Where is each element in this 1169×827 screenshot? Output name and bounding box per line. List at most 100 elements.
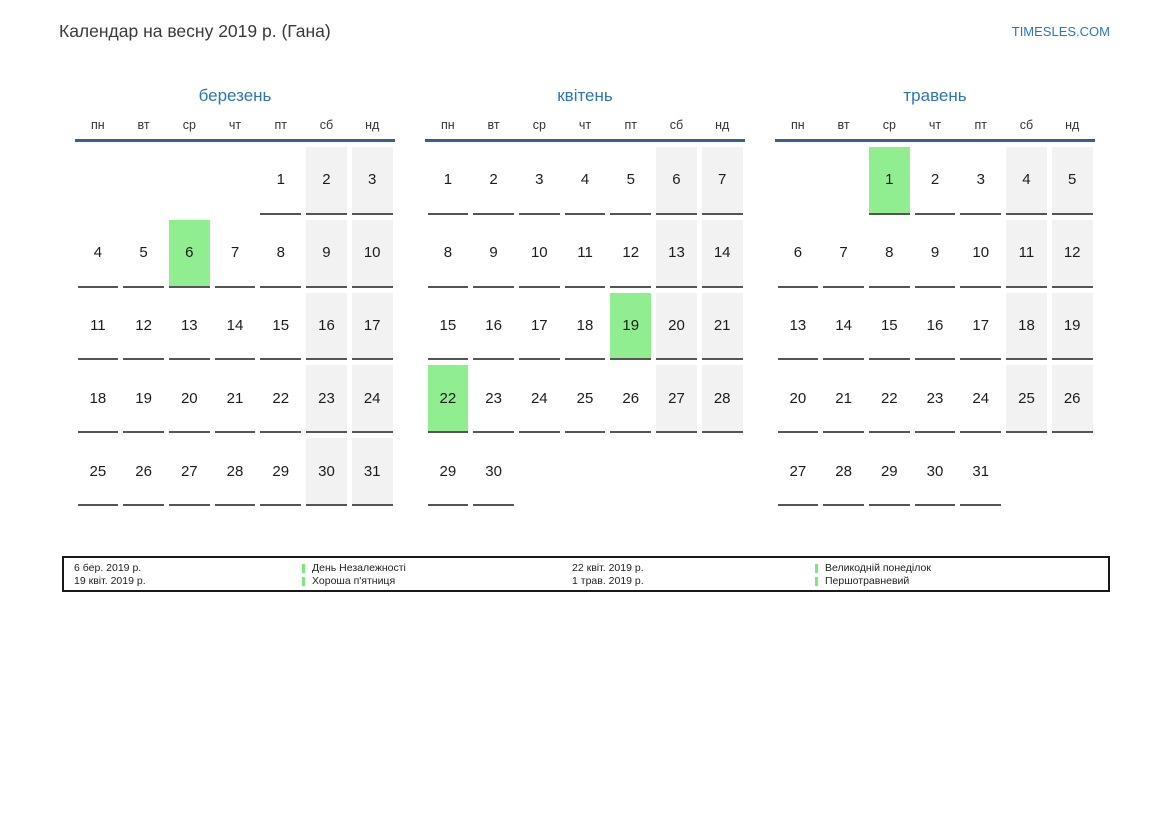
day-cell: 7: [823, 220, 864, 288]
day-cell: 29: [427, 438, 469, 506]
day-cell: 30: [306, 438, 347, 506]
day-cell: 29: [868, 438, 910, 506]
weekday-label: пт: [274, 118, 287, 132]
week-row: 4 5 6 7 8 9 10: [75, 215, 395, 288]
day-cell: 10: [960, 220, 1002, 288]
day-cell: 2: [473, 147, 514, 215]
legend-dates-column: 22 квіт. 2019 р. 1 трав. 2019 р.: [572, 562, 644, 588]
day-cell: 20: [168, 365, 210, 434]
day-cell: 1: [260, 147, 302, 215]
empty-cell: [610, 438, 651, 506]
day-cell: 15: [868, 293, 910, 361]
day-cell: 5: [123, 220, 164, 288]
day-cell: 5: [610, 147, 652, 215]
legend-label-text: Хороша п'ятниця: [312, 575, 396, 587]
day-cell: 23: [473, 365, 514, 434]
day-cell: 24: [351, 365, 393, 434]
day-cell: 8: [427, 220, 469, 288]
day-cell: 25: [77, 438, 119, 506]
weekday-label: чт: [578, 118, 592, 132]
day-cell: 28: [701, 365, 743, 434]
day-cell: 18: [564, 293, 606, 361]
day-cell: 25: [564, 365, 606, 434]
day-cell: 17: [518, 293, 560, 361]
holiday-marker-icon: [302, 564, 305, 573]
weekday-label: нд: [1065, 118, 1080, 132]
legend-date: 22 квіт. 2019 р.: [572, 562, 644, 574]
page-title: Календар на весну 2019 р. (Гана): [59, 21, 331, 41]
day-cell: 17: [351, 292, 393, 361]
day-cell: 23: [306, 365, 347, 434]
day-cell: 26: [123, 438, 164, 506]
weekday-label: вт: [137, 118, 150, 132]
day-cell: 4: [77, 220, 119, 288]
empty-cell: [215, 147, 256, 215]
legend-label-text: Першотравневий: [825, 575, 910, 587]
weekday-header-row: пн вт ср чт пт сб нд: [775, 112, 1095, 142]
day-cell: 22: [260, 365, 302, 434]
week-row: 15 16 17 18 19 20 21: [425, 288, 745, 361]
week-row: 22 23 24 25 26 27 28: [425, 360, 745, 434]
legend-dates-column: 6 бер. 2019 р. 19 квіт. 2019 р.: [74, 562, 146, 588]
empty-cell: [1052, 438, 1093, 506]
empty-cell: [169, 147, 210, 215]
day-cell: 30: [473, 438, 514, 506]
day-cell: 28: [214, 438, 256, 506]
day-cell: 6: [656, 147, 697, 215]
day-cell: 6: [777, 220, 819, 288]
day-cell: 7: [701, 147, 743, 215]
day-cell: 8: [260, 220, 302, 288]
week-row: 27 28 29 30 31: [775, 433, 1095, 506]
day-cell: 5: [1051, 147, 1093, 215]
weekday-label: пт: [974, 118, 987, 132]
day-cell: 11: [77, 293, 119, 361]
day-cell: 10: [518, 220, 560, 288]
day-cell: 16: [914, 293, 956, 361]
week-row: 8 9 10 11 12 13 14: [425, 215, 745, 288]
day-cell: 30: [914, 438, 956, 506]
day-cell: 27: [777, 438, 819, 506]
holiday-marker-icon: [302, 577, 305, 586]
empty-cell: [1006, 438, 1047, 506]
day-cell: 15: [427, 293, 469, 361]
day-cell: 16: [473, 293, 514, 361]
day-cell: 14: [823, 293, 864, 361]
empty-cell: [78, 147, 119, 215]
day-cell: 3: [351, 147, 393, 215]
day-cell: 12: [123, 293, 164, 361]
empty-cell: [702, 438, 743, 506]
week-row: 25 26 27 28 29 30 31: [75, 433, 395, 506]
weekday-label: нд: [365, 118, 380, 132]
day-cell: 17: [960, 293, 1002, 361]
empty-cell: [823, 147, 864, 215]
day-cell: 9: [473, 220, 514, 288]
weekday-label: ср: [882, 118, 896, 132]
day-cell: 21: [214, 365, 256, 434]
day-cell: 26: [610, 365, 652, 434]
day-cell: 13: [656, 219, 697, 288]
legend-label: День Незалежності: [302, 562, 406, 575]
weekday-label: вт: [487, 118, 500, 132]
weekday-label: пн: [91, 118, 105, 132]
day-cell: 4: [564, 147, 606, 215]
legend-label: Хороша п'ятниця: [302, 575, 406, 588]
day-cell: 29: [260, 438, 302, 506]
day-cell: 31: [960, 438, 1002, 506]
day-cell: 10: [351, 219, 393, 288]
day-cell: 14: [701, 219, 743, 288]
weekday-header-row: пн вт ср чт пт сб нд: [75, 112, 395, 142]
day-cell: 25: [1006, 365, 1047, 434]
weekday-label: сб: [319, 118, 334, 132]
week-row: 29 30: [425, 433, 745, 506]
legend-label-text: Великодній понеділок: [825, 562, 931, 574]
month-2: квітень пн вт ср чт пт сб нд 1 2 3 4 5 6 7 8 9 10 11 12 13 14…: [425, 84, 745, 506]
week-row: 20 21 22 23 24 25 26: [775, 360, 1095, 434]
week-row: 6 7 8 9 10 11 12: [775, 215, 1095, 288]
weekday-label: чт: [228, 118, 242, 132]
legend-date: 1 трав. 2019 р.: [572, 575, 644, 587]
day-cell: 3: [960, 147, 1002, 215]
site-link[interactable]: TIMESLES.COM: [1011, 24, 1110, 39]
day-cell: 2: [914, 147, 956, 215]
